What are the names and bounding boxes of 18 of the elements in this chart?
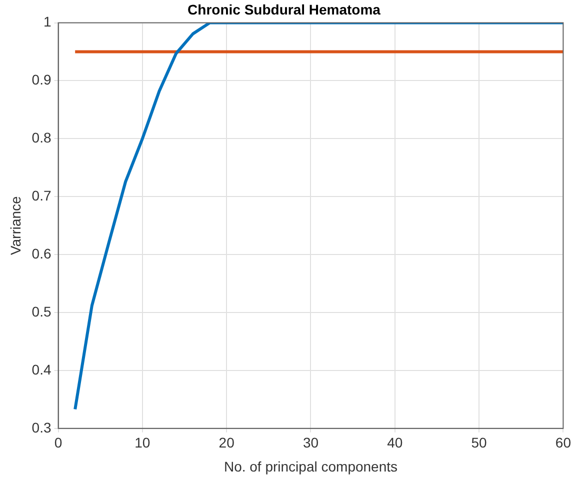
x-axis-title: No. of principal components [224,458,398,474]
x-tick-label: 60 [555,434,572,451]
x-tick-label: 0 [54,434,62,451]
y-tick-label: 0.6 [32,245,52,262]
x-tick-label: 30 [302,434,319,451]
x-tick-label: 50 [471,434,488,451]
y-axis-title: Varriance [7,196,24,256]
y-tick-label: 0.9 [32,72,52,88]
x-tick-label: 20 [218,434,235,451]
x-tick-label: 40 [387,434,403,451]
y-tick-label: 0.4 [32,361,52,378]
y-tick-label: 0.7 [32,187,52,204]
y-tick-label: 0.3 [32,419,52,436]
y-tick-label: 1 [43,14,52,30]
y-tick-label: 0.8 [32,130,52,146]
y-tick-label: 0.5 [32,303,52,320]
x-tick-label: 10 [134,434,150,451]
chart-title: Chronic Subdural Hematoma [188,1,381,18]
